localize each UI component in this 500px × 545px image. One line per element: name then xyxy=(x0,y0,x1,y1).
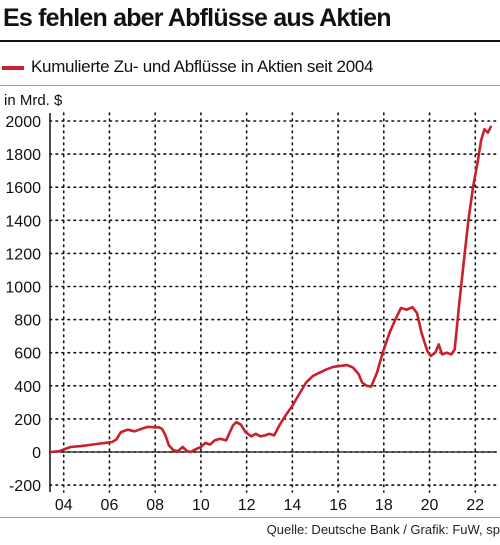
y-tick-label: 1000 xyxy=(5,280,41,297)
x-axis-ticks: 04 06 08 10 12 14 16 18 20 22 xyxy=(55,497,484,514)
legend-label: Kumulierte Zu- und Abflüsse in Aktien se… xyxy=(31,57,374,76)
legend-swatch xyxy=(2,66,24,70)
series-lines xyxy=(49,125,493,454)
footer-divider xyxy=(0,517,500,518)
y-axis-unit-label: in Mrd. $ xyxy=(4,92,63,109)
y-axis-ticks: -200 0 200 400 600 800 1000 1200 1400 1600 1800 200… xyxy=(5,114,41,495)
x-tick-label: 14 xyxy=(283,497,301,514)
x-tick-label: 04 xyxy=(55,497,73,514)
y-tick-label: 2000 xyxy=(5,114,41,131)
y-tick-label: 1400 xyxy=(5,213,41,230)
x-tick-label: 12 xyxy=(238,497,256,514)
y-tick-label: 200 xyxy=(14,412,41,429)
y-tick-label: 600 xyxy=(14,346,41,363)
y-tick-label: 0 xyxy=(32,445,41,462)
series-line xyxy=(49,125,493,454)
x-tick-label: 20 xyxy=(421,497,439,514)
x-tick-label: 06 xyxy=(101,497,119,514)
x-tick-label: 16 xyxy=(329,497,347,514)
y-tick-label: 1800 xyxy=(5,147,41,164)
x-tick-label: 10 xyxy=(192,497,210,514)
x-tick-label: 22 xyxy=(466,497,484,514)
y-tick-label: 400 xyxy=(14,379,41,396)
y-tick-label: 1600 xyxy=(5,180,41,197)
y-tick-label: 1200 xyxy=(5,246,41,263)
gridlines xyxy=(49,112,498,493)
y-tick-label: 800 xyxy=(14,313,41,330)
x-tick-label: 18 xyxy=(375,497,393,514)
y-tick-label: -200 xyxy=(9,478,41,495)
chart-title: Es fehlen aber Abflüsse aus Aktien xyxy=(3,4,392,32)
x-tick-label: 08 xyxy=(146,497,164,514)
legend-divider xyxy=(0,85,500,86)
source-note: Quelle: Deutsche Bank / Grafik: FuW, sp xyxy=(266,522,500,537)
title-divider xyxy=(0,40,500,42)
